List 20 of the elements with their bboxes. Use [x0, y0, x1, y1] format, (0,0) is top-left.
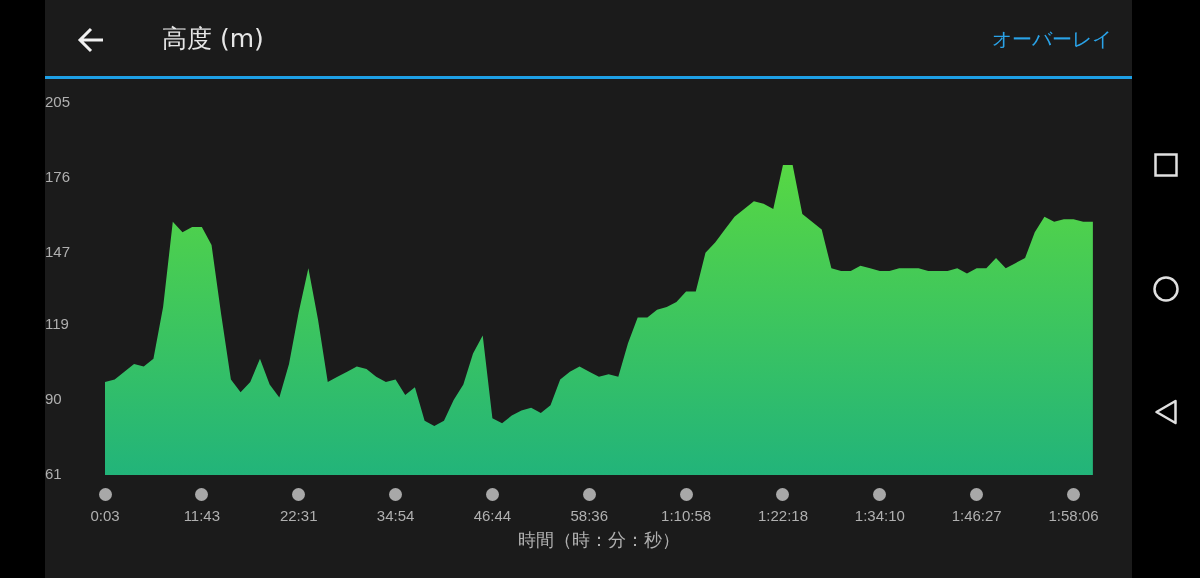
- x-tick-label: 22:31: [279, 507, 318, 525]
- x-tick-label: 1:22:18: [757, 507, 808, 525]
- y-tick-label: 176: [45, 168, 71, 186]
- x-tick-label: 46:44: [473, 507, 512, 525]
- x-axis-title: 時間（時：分：秒）: [517, 530, 680, 551]
- y-tick-label: 90: [45, 390, 62, 408]
- x-tick-label: 1:34:10: [854, 507, 905, 525]
- x-tick-label: 1:58:06: [1048, 507, 1099, 525]
- chart-title: 高度 (m): [162, 23, 264, 55]
- x-tick-label: 58:36: [570, 507, 609, 525]
- x-tick-label: 1:10:58: [661, 507, 712, 525]
- x-tick-label: 1:46:27: [951, 507, 1002, 525]
- y-tick-label: 205: [45, 93, 71, 111]
- x-tick-label: 11:43: [183, 507, 221, 525]
- y-tick-label: 119: [45, 315, 69, 333]
- y-tick-label: 147: [45, 242, 71, 260]
- y-tick-label: 61: [45, 465, 62, 483]
- text: オーバーレイ: [992, 26, 1112, 53]
- x-tick-label: 0:03: [90, 507, 120, 525]
- x-tick-label: 34:54: [376, 507, 415, 525]
